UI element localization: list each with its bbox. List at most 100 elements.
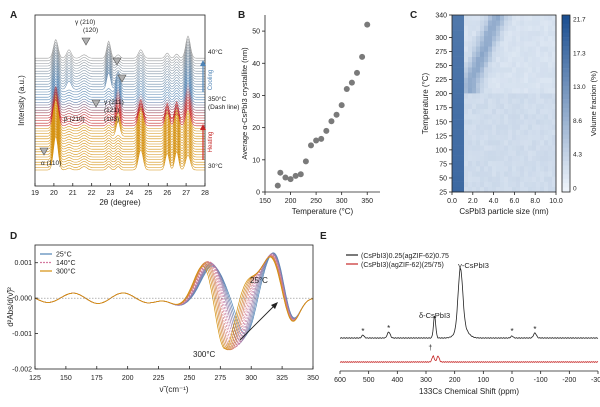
y-tick-label-c: 175 <box>435 105 447 112</box>
heatmap-cell <box>516 150 520 156</box>
heatmap-cell <box>460 93 464 99</box>
heatmap-cell <box>540 46 544 52</box>
heatmap-cell <box>452 130 456 136</box>
colorbar-label: Volume fraction (%) <box>589 70 598 136</box>
heatmap-cell <box>504 31 508 37</box>
heatmap-cell <box>536 109 540 115</box>
heatmap-cell <box>520 187 524 193</box>
y-tick-label-c: 250 <box>435 63 447 70</box>
heatmap-cell <box>480 140 484 146</box>
x-tick-label-c: 10.0 <box>549 198 563 205</box>
heatmap-cell <box>452 57 456 63</box>
heatmap-cell <box>544 98 548 104</box>
data-point <box>293 173 299 179</box>
heatmap-cell <box>528 62 532 68</box>
heatmap-cell <box>456 72 460 78</box>
heatmap-cell <box>516 98 520 104</box>
heatmap-cell <box>508 187 512 193</box>
heatmap-cell <box>524 36 528 42</box>
cooling-label: Cooling <box>208 70 214 90</box>
heatmap-cell <box>520 161 524 167</box>
nmr-curve-black <box>340 268 598 338</box>
heatmap-cell <box>548 51 552 57</box>
heatmap-cell <box>472 41 476 47</box>
heatmap-cell <box>492 135 496 141</box>
heatmap-cell <box>480 145 484 151</box>
colorbar-cell <box>562 77 570 82</box>
heatmap-cell <box>504 15 508 21</box>
colorbar-cell <box>562 37 570 42</box>
xrd-curve <box>35 36 205 58</box>
heatmap-cell <box>544 62 548 68</box>
x-tick-label-c: 4.0 <box>489 198 499 205</box>
y-tick-label-c: 75 <box>439 161 447 168</box>
heatmap-cell <box>488 51 492 57</box>
heatmap-cell <box>524 46 528 52</box>
heatmap-cell <box>528 31 532 37</box>
heatmap-cell <box>500 140 504 146</box>
heatmap-cell <box>520 114 524 120</box>
heatmap-cell <box>484 124 488 130</box>
heatmap-cell <box>460 51 464 57</box>
heatmap-cell <box>516 25 520 31</box>
heatmap-cell <box>468 135 472 141</box>
heatmap-cell <box>464 72 468 78</box>
heatmap-cell <box>500 187 504 193</box>
x-tick-label-d: 325 <box>276 375 288 382</box>
heatmap-cell <box>536 88 540 94</box>
heatmap-cell <box>544 150 548 156</box>
heatmap-cell <box>540 31 544 37</box>
heatmap-cell <box>528 119 532 125</box>
heatmap-cell <box>464 67 468 73</box>
heatmap-cell <box>500 62 504 68</box>
x-tick-label-e: 500 <box>363 377 375 384</box>
heatmap-cell <box>456 145 460 151</box>
heatmap-cell <box>528 140 532 146</box>
data-point <box>323 128 329 134</box>
colorbar-cell <box>562 95 570 100</box>
heatmap-cell <box>512 124 516 130</box>
marker-beta <box>92 100 100 107</box>
heatmap-cell <box>536 72 540 78</box>
spectrum-curve <box>35 257 313 350</box>
heatmap-cell <box>496 31 500 37</box>
heatmap-cell <box>476 104 480 110</box>
heatmap-cell <box>548 145 552 151</box>
heatmap-cell <box>464 182 468 188</box>
heatmap-cell <box>544 130 548 136</box>
legend-label-e2: (CsPbI3)(agZIF-62)(25/75) <box>361 262 444 269</box>
x-tick-label-a: 21 <box>69 190 77 197</box>
heatmap-cell <box>500 171 504 177</box>
heatmap-cell <box>540 83 544 89</box>
x-tick-label-a: 27 <box>182 190 190 197</box>
x-tick-label-b: 250 <box>310 198 322 205</box>
heatmap-cell <box>500 20 504 26</box>
heatmap-cell <box>456 36 460 42</box>
heatmap-cell <box>516 109 520 115</box>
heatmap-cell <box>508 171 512 177</box>
y-tick-label-d: 0.000 <box>14 296 32 303</box>
heatmap-cell <box>464 109 468 115</box>
heatmap-cell <box>548 93 552 99</box>
x-tick-label-d: 275 <box>214 375 226 382</box>
heatmap-cell <box>492 46 496 52</box>
y-tick-label-d: -0.002 <box>12 367 32 374</box>
heatmap-cell <box>524 171 528 177</box>
heatmap-cell <box>476 109 480 115</box>
heatmap-cell <box>536 156 540 162</box>
heatmap-cell <box>504 20 508 26</box>
heatmap-cell <box>472 88 476 94</box>
heatmap-cell <box>508 119 512 125</box>
x-tick-label-c: 2.0 <box>468 198 478 205</box>
colorbar-cell <box>562 59 570 64</box>
heatmap-cell <box>512 114 516 120</box>
heatmap-cell <box>488 176 492 182</box>
heatmap-cell <box>472 83 476 89</box>
heatmap-cell <box>484 31 488 37</box>
heatmap-cell <box>536 119 540 125</box>
heatmap-cell <box>472 182 476 188</box>
heatmap-cell <box>496 130 500 136</box>
heatmap-cell <box>544 36 548 42</box>
nmr-curve-red <box>340 356 598 363</box>
